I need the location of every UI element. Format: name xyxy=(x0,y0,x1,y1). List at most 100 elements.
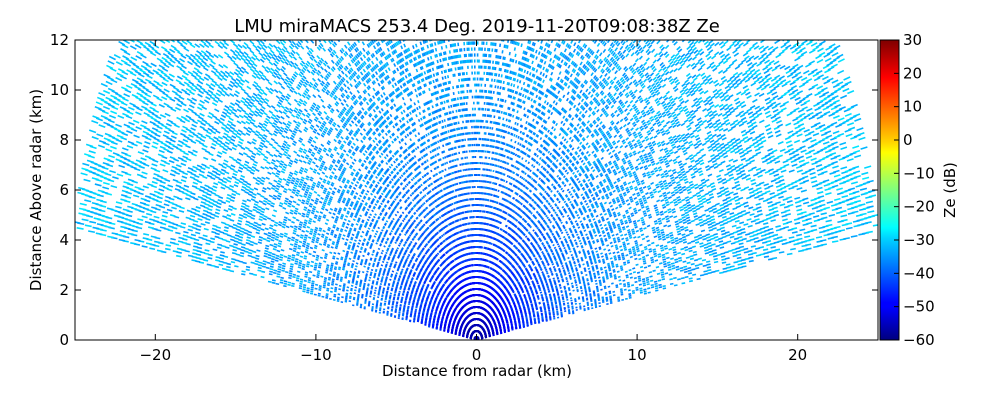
data-cell xyxy=(657,273,661,275)
data-cell xyxy=(701,230,705,233)
data-cell xyxy=(715,64,720,68)
data-cell xyxy=(660,269,664,271)
data-cell xyxy=(596,175,599,178)
data-cell xyxy=(789,236,795,239)
data-cell xyxy=(728,173,733,176)
data-cell xyxy=(785,209,791,212)
data-cell xyxy=(865,221,872,224)
data-cell xyxy=(576,245,579,247)
data-cell xyxy=(685,170,689,173)
data-cell xyxy=(697,106,702,110)
data-cell xyxy=(603,248,606,250)
data-cell xyxy=(710,235,715,238)
data-cell xyxy=(628,289,631,291)
data-cell xyxy=(627,284,630,286)
data-cell xyxy=(618,279,621,281)
data-cell xyxy=(860,188,867,191)
data-cell xyxy=(662,238,666,241)
data-cell xyxy=(833,130,840,134)
data-cell xyxy=(567,215,570,218)
data-cell xyxy=(706,215,711,218)
data-cell xyxy=(808,131,814,135)
data-cell xyxy=(692,210,696,213)
data-cell xyxy=(756,72,762,76)
data-cell xyxy=(820,239,826,242)
data-cell xyxy=(781,107,787,111)
data-cell xyxy=(688,270,692,272)
data-cell xyxy=(638,162,642,165)
data-cell xyxy=(736,187,741,190)
data-cell xyxy=(797,169,803,172)
data-cell xyxy=(773,234,779,237)
data-cell xyxy=(701,195,706,198)
data-cell xyxy=(611,166,614,169)
data-cell xyxy=(638,276,641,278)
data-cell xyxy=(682,260,686,262)
data-cell xyxy=(632,292,635,294)
data-cell xyxy=(661,218,665,221)
data-cell xyxy=(836,81,843,85)
data-cell xyxy=(777,154,783,158)
data-cell xyxy=(772,149,778,153)
data-cell xyxy=(687,222,691,225)
data-cell xyxy=(791,227,797,230)
data-cell xyxy=(563,236,566,238)
data-cell xyxy=(854,175,861,178)
data-cell xyxy=(686,64,691,68)
data-cell xyxy=(668,269,672,271)
data-cell xyxy=(700,162,705,165)
data-cell xyxy=(678,66,683,70)
data-cell xyxy=(690,173,694,176)
data-cell xyxy=(639,284,642,286)
data-cell xyxy=(709,210,714,213)
data-cell xyxy=(779,179,785,182)
data-cell xyxy=(673,277,677,279)
data-cell xyxy=(743,223,748,226)
data-cell xyxy=(679,191,683,194)
data-cell xyxy=(799,145,805,149)
data-cell xyxy=(552,277,555,279)
data-cell xyxy=(672,246,676,249)
data-cell xyxy=(658,222,662,225)
data-cell xyxy=(610,257,613,259)
data-cell xyxy=(665,45,669,49)
data-cell xyxy=(805,243,811,246)
data-cell xyxy=(672,181,676,184)
data-cell xyxy=(726,56,731,60)
data-cell xyxy=(695,61,700,65)
data-cell xyxy=(569,201,572,204)
data-cell xyxy=(727,203,732,206)
data-cell xyxy=(655,259,659,261)
data-cell xyxy=(671,208,675,211)
data-cell xyxy=(718,60,723,64)
data-cell xyxy=(827,201,834,204)
data-cell xyxy=(811,180,817,183)
data-cell xyxy=(697,140,702,144)
data-cell xyxy=(809,172,815,175)
data-cell xyxy=(665,234,669,237)
data-cell xyxy=(584,200,587,203)
data-cell xyxy=(668,196,672,199)
data-cell xyxy=(608,252,611,254)
data-cell xyxy=(853,195,860,198)
data-cell xyxy=(714,236,719,239)
data-cell xyxy=(688,247,692,250)
data-cell xyxy=(825,192,832,195)
data-cell xyxy=(748,188,753,191)
data-cell xyxy=(683,204,687,207)
data-cell xyxy=(711,55,716,59)
data-cell xyxy=(712,188,717,191)
data-cell xyxy=(678,259,682,261)
data-cell xyxy=(570,299,572,301)
data-cell xyxy=(806,248,812,251)
data-cell xyxy=(862,177,869,180)
data-cell xyxy=(811,69,818,73)
data-cell xyxy=(686,124,691,128)
data-cell xyxy=(687,262,691,264)
data-cell xyxy=(574,239,577,241)
data-cell xyxy=(654,281,657,283)
data-cell xyxy=(681,253,685,256)
data-cell xyxy=(765,124,771,128)
data-cell xyxy=(768,135,774,139)
data-cell xyxy=(674,189,678,192)
